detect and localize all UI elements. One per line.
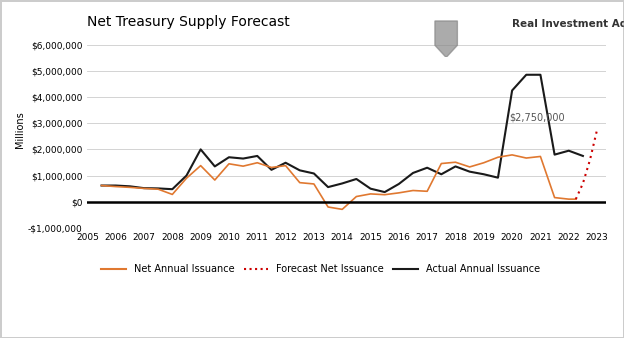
Text: $2,750,000: $2,750,000 [509,113,565,123]
Polygon shape [435,21,457,57]
Y-axis label: Millions: Millions [15,112,25,148]
Text: Real Investment Advice: Real Investment Advice [512,19,624,29]
Text: Net Treasury Supply Forecast: Net Treasury Supply Forecast [87,15,290,29]
Legend: Net Annual Issuance, Forecast Net Issuance, Actual Annual Issuance: Net Annual Issuance, Forecast Net Issuan… [97,260,544,278]
